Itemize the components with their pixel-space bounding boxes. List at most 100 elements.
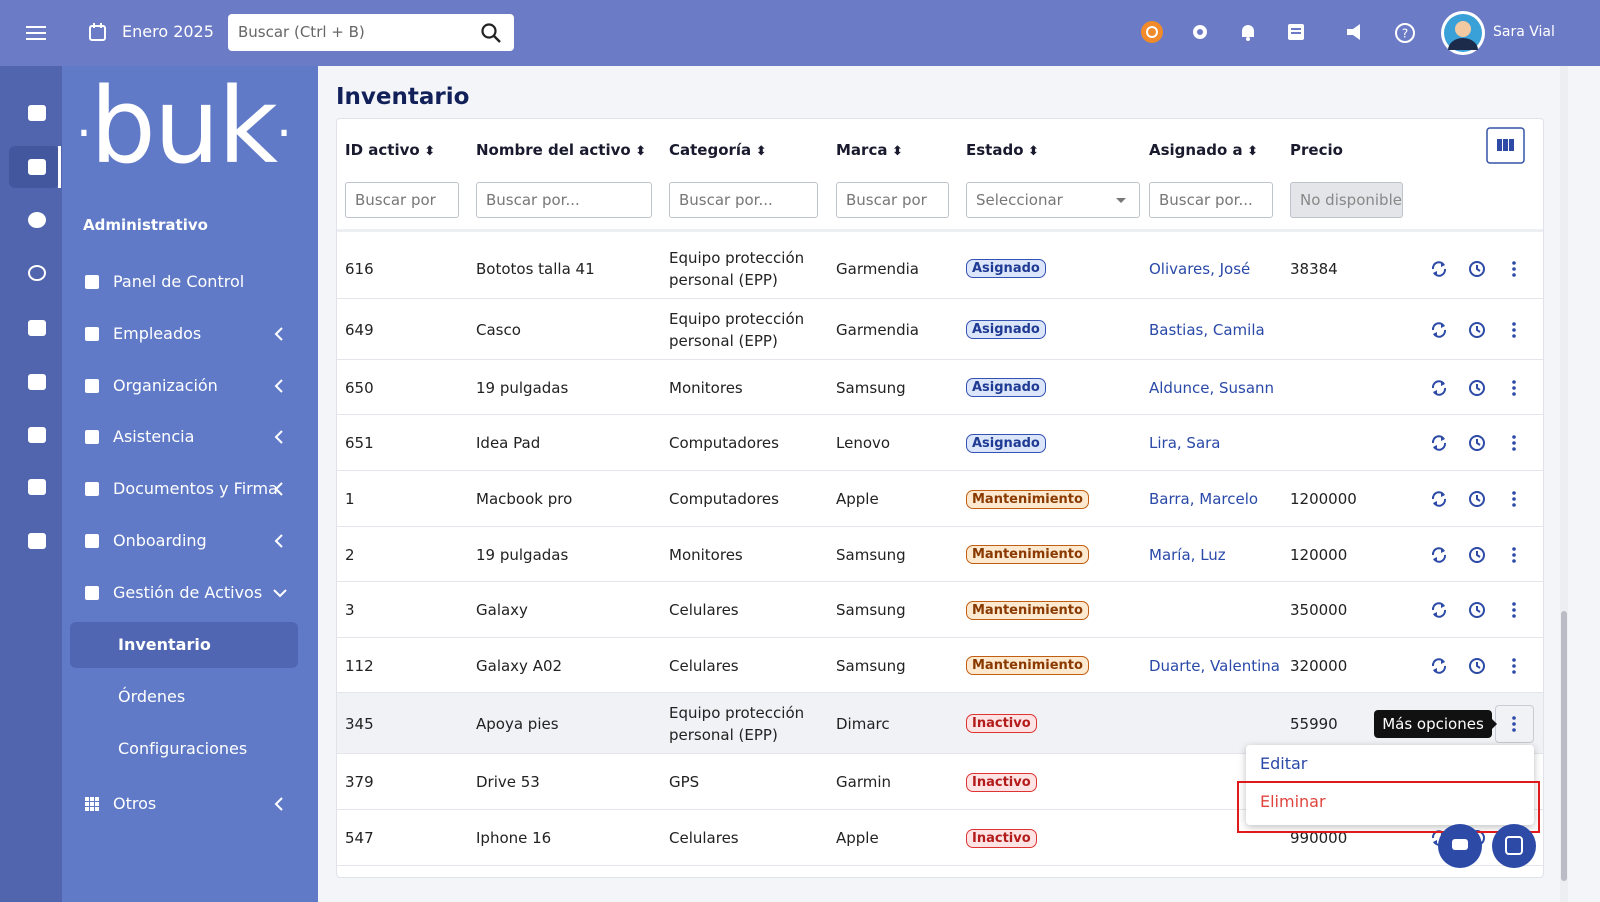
settings-icon[interactable]	[1190, 22, 1210, 42]
column-header[interactable]: Estado ⬍	[966, 141, 1039, 159]
menu-item[interactable]: Onboarding	[113, 531, 207, 550]
more-options-button[interactable]	[1504, 656, 1524, 676]
sync-button[interactable]	[1429, 489, 1449, 509]
rail-icon[interactable]	[27, 157, 47, 177]
sort-icon[interactable]: ⬍	[887, 144, 903, 159]
scrollbar-thumb[interactable]	[1561, 611, 1567, 881]
menu-option[interactable]: Editar	[1260, 754, 1308, 773]
history-button[interactable]	[1466, 600, 1488, 620]
menu-item[interactable]: Documentos y Firma	[113, 479, 278, 498]
column-header[interactable]: ID activo ⬍	[345, 141, 436, 159]
history-button[interactable]	[1466, 656, 1488, 676]
sync-button[interactable]	[1429, 259, 1449, 279]
menu-item[interactable]: Gestión de Activos	[113, 583, 263, 602]
submenu-item[interactable]: Inventario	[118, 635, 211, 654]
history-button[interactable]	[1466, 433, 1488, 453]
sync-button[interactable]	[1429, 545, 1449, 565]
more-options-button[interactable]	[1504, 489, 1524, 509]
logo[interactable]: ·buk·	[76, 65, 292, 187]
chevron-left[interactable]	[272, 378, 288, 394]
menu-item[interactable]: Organización	[113, 376, 218, 395]
search-box[interactable]: Buscar (Ctrl + B)	[228, 14, 514, 51]
columns-button[interactable]	[1486, 127, 1526, 165]
sort-icon[interactable]: ⬍	[630, 144, 647, 159]
assignee-link[interactable]: Barra, Marcelo	[1149, 490, 1259, 508]
menu-button[interactable]	[26, 24, 48, 42]
menu-icon[interactable]	[84, 378, 100, 394]
more-options-button[interactable]	[1504, 600, 1524, 620]
more-options-button[interactable]	[1504, 433, 1524, 453]
filter-input[interactable]: Buscar por...	[1149, 182, 1273, 218]
assignee-link[interactable]: Lira, Sara	[1149, 434, 1221, 452]
menu-icon[interactable]	[84, 533, 100, 549]
sort-icon[interactable]: ⬍	[1242, 144, 1259, 159]
menu-icon[interactable]	[84, 796, 100, 812]
rail-icon[interactable]	[27, 103, 47, 123]
column-header[interactable]: Marca ⬍	[836, 141, 903, 159]
sort-icon[interactable]: ⬍	[419, 144, 436, 159]
menu-icon[interactable]	[84, 481, 100, 497]
assignee-link[interactable]: Duarte, Valentina	[1149, 656, 1281, 675]
menu-icon[interactable]	[84, 585, 100, 601]
sync-button[interactable]	[1429, 656, 1449, 676]
notes-icon[interactable]	[1286, 22, 1306, 42]
chevron-left[interactable]	[272, 429, 288, 445]
assignee-link[interactable]: Bastias, Camila	[1149, 320, 1265, 339]
history-button[interactable]	[1466, 489, 1488, 509]
user-name[interactable]: Sara Vial	[1493, 24, 1555, 40]
history-button[interactable]	[1466, 545, 1488, 565]
menu-item[interactable]: Otros	[113, 794, 157, 813]
sync-button[interactable]	[1429, 320, 1449, 340]
history-button[interactable]	[1466, 259, 1488, 279]
history-button[interactable]	[1466, 378, 1488, 398]
more-options-button[interactable]	[1504, 259, 1524, 279]
chevron-down[interactable]	[272, 585, 288, 601]
chevron-left[interactable]	[272, 796, 288, 812]
sort-icon[interactable]: ⬍	[1023, 144, 1039, 159]
rail-icon[interactable]	[27, 372, 47, 392]
filter-input[interactable]: Buscar por	[836, 182, 949, 218]
assignee-link[interactable]: María, Luz	[1149, 545, 1226, 564]
bell-icon[interactable]	[1238, 22, 1258, 42]
submenu-item[interactable]: Órdenes	[118, 687, 186, 706]
more-options-button[interactable]	[1504, 378, 1524, 398]
avatar[interactable]	[1440, 10, 1486, 56]
notification-badge-icon[interactable]	[1140, 20, 1164, 44]
menu-item[interactable]: Empleados	[113, 324, 202, 343]
calendar-icon[interactable]	[88, 22, 108, 42]
help-icon[interactable]: ?	[1394, 22, 1416, 44]
column-header[interactable]: Nombre del activo ⬍	[476, 141, 647, 159]
rail-icon[interactable]	[27, 477, 47, 497]
menu-item[interactable]: Panel de Control	[113, 272, 245, 291]
assignee-link[interactable]: Aldunce, Susann	[1149, 378, 1275, 397]
column-header[interactable]: Categoría ⬍	[669, 141, 767, 159]
more-options-button[interactable]	[1504, 320, 1524, 340]
column-header[interactable]: Asignado a ⬍	[1149, 141, 1259, 159]
more-options-button[interactable]	[1504, 714, 1524, 734]
chevron-left[interactable]	[272, 533, 288, 549]
chat-button[interactable]	[1438, 824, 1482, 868]
filter-input[interactable]: Buscar por...	[669, 182, 818, 218]
chevron-left[interactable]	[272, 481, 288, 497]
rail-icon[interactable]	[27, 425, 47, 445]
chevron-left[interactable]	[272, 326, 288, 342]
filter-input[interactable]: Buscar por	[345, 182, 459, 218]
sync-button[interactable]	[1429, 600, 1449, 620]
announcement-icon[interactable]	[1345, 22, 1367, 42]
menu-item[interactable]: Asistencia	[113, 427, 195, 446]
filter-input[interactable]: Seleccionar	[966, 182, 1140, 218]
menu-option[interactable]: Eliminar	[1260, 792, 1326, 811]
filter-input[interactable]: Buscar por...	[476, 182, 652, 218]
rail-icon[interactable]	[27, 318, 47, 338]
sync-button[interactable]	[1429, 378, 1449, 398]
menu-icon[interactable]	[84, 429, 100, 445]
rail-icon[interactable]	[27, 263, 47, 283]
submenu-item[interactable]: Configuraciones	[118, 739, 248, 758]
search-icon[interactable]	[480, 22, 502, 44]
assignee-link[interactable]: Olivares, José	[1149, 259, 1251, 278]
dropdown-caret[interactable]	[1114, 193, 1128, 207]
menu-icon[interactable]	[84, 326, 100, 342]
rail-icon[interactable]	[27, 531, 47, 551]
rail-icon[interactable]	[27, 210, 47, 230]
sort-icon[interactable]: ⬍	[751, 144, 767, 159]
